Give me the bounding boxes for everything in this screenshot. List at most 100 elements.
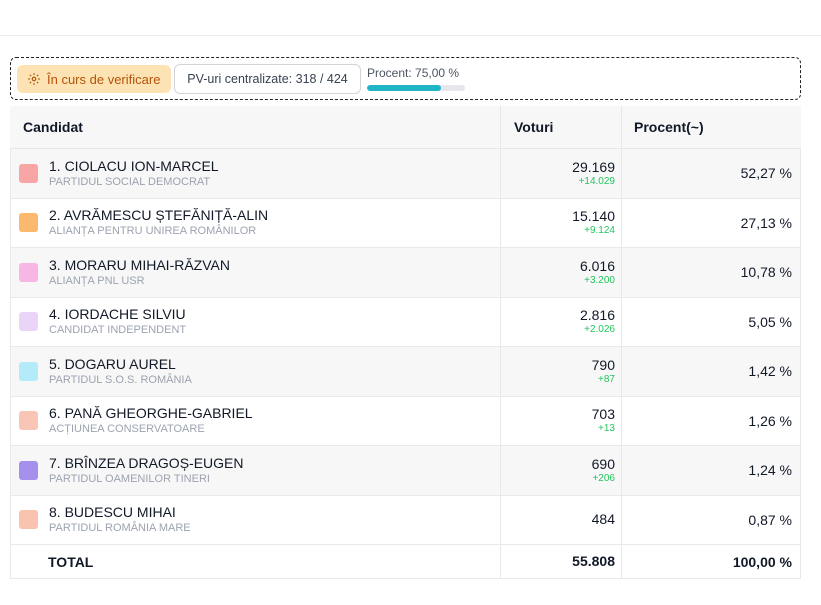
votes-delta: +13 <box>598 423 615 435</box>
total-votes-cell: 55.808 <box>500 545 621 578</box>
votes-value: 15.140 <box>572 208 615 225</box>
party-color-swatch <box>19 361 38 381</box>
percent-value: 1,42 % <box>621 347 801 396</box>
header-votes[interactable]: Voturi <box>500 106 621 148</box>
table-row: 1. CIOLACU ION-MARCEL PARTIDUL SOCIAL DEM… <box>10 149 801 199</box>
votes-cell: 15.140 +9.124 <box>500 198 621 247</box>
candidate-text: 6. PANĂ GHEORGHE-GABRIEL ACȚIUNEA CONSERV… <box>49 405 253 436</box>
votes-cell: 703 +13 <box>500 396 621 445</box>
verification-status-label: În curs de verificare <box>47 71 161 87</box>
candidate-text: 8. BUDESCU MIHAI PARTIDUL ROMÂNIA MARE <box>49 504 191 535</box>
candidate-text: 7. BRÎNZEA DRAGOȘ-EUGEN PARTIDUL OAMENILO… <box>49 455 243 486</box>
votes-cell: 6.016 +3.200 <box>500 248 621 297</box>
votes-value: 690 <box>591 455 615 472</box>
gear-icon <box>27 72 41 86</box>
percent-value: 52,27 % <box>621 149 801 198</box>
candidate-party: PARTIDUL OAMENILOR TINERI <box>49 472 210 485</box>
progress-track <box>367 85 465 91</box>
progress-indicator: Procent: 75,00 % <box>367 66 467 91</box>
percent-value: 5,05 % <box>621 297 801 346</box>
table-row: 5. DOGARU AUREL PARTIDUL S.O.S. ROMÂNIA 79… <box>10 347 801 397</box>
candidate-text: 5. DOGARU AUREL PARTIDUL S.O.S. ROMÂNIA <box>49 356 192 387</box>
candidate-party: PARTIDUL ROMÂNIA MARE <box>49 522 191 535</box>
verification-status-badge: În curs de verificare <box>17 65 171 93</box>
candidate-cell: 5. DOGARU AUREL PARTIDUL S.O.S. ROMÂNIA <box>10 347 500 396</box>
progress-label: Procent: 75,00 % <box>367 66 460 80</box>
progress-fill <box>367 85 441 91</box>
candidate-cell: 8. BUDESCU MIHAI PARTIDUL ROMÂNIA MARE <box>10 495 500 544</box>
votes-delta: +2.026 <box>584 324 615 336</box>
percent-value: 1,26 % <box>621 396 801 445</box>
header-candidate[interactable]: Candidat <box>23 119 83 135</box>
total-votes: 55.808 <box>572 553 615 569</box>
party-color-swatch <box>19 163 38 183</box>
candidate-text: 1. CIOLACU ION-MARCEL PARTIDUL SOCIAL DEM… <box>49 158 219 189</box>
votes-cell: 2.816 +2.026 <box>500 297 621 346</box>
table-row: 8. BUDESCU MIHAI PARTIDUL ROMÂNIA MARE 484… <box>10 495 801 545</box>
header-divider <box>0 35 821 36</box>
votes-value: 484 <box>591 511 615 528</box>
candidate-cell: 2. AVRĂMESCU ȘTEFĂNIȚĂ-ALIN ALIANȚA PENTR… <box>10 198 500 247</box>
party-color-swatch <box>19 213 38 233</box>
party-color-swatch <box>19 460 38 480</box>
status-bar: În curs de verificare PV-uri centralizat… <box>10 57 801 100</box>
candidate-cell: 3. MORARU MIHAI-RĂZVAN ALIANȚA PNL USR <box>10 248 500 297</box>
candidate-name: 3. MORARU MIHAI-RĂZVAN <box>49 256 230 273</box>
votes-value: 2.816 <box>579 307 615 324</box>
votes-cell: 484 <box>500 495 621 544</box>
votes-cell: 29.169 +14.029 <box>500 149 621 198</box>
party-color-swatch <box>19 312 38 332</box>
table-body: 1. CIOLACU ION-MARCEL PARTIDUL SOCIAL DEM… <box>10 149 801 545</box>
votes-delta: +206 <box>592 472 615 484</box>
percent-value: 1,24 % <box>621 446 801 495</box>
candidate-text: 4. IORDACHE SILVIU CANDIDAT INDEPENDENT <box>49 306 186 337</box>
candidate-text: 2. AVRĂMESCU ȘTEFĂNIȚĂ-ALIN ALIANȚA PENTR… <box>49 207 268 238</box>
candidate-party: ALIANȚA PENTRU UNIREA ROMÂNILOR <box>49 225 257 238</box>
table-row: 4. IORDACHE SILVIU CANDIDAT INDEPENDENT 2.… <box>10 297 801 347</box>
header-percent[interactable]: Procent(~) <box>621 106 801 148</box>
votes-delta: +87 <box>598 373 615 385</box>
candidate-cell: 7. BRÎNZEA DRAGOȘ-EUGEN PARTIDUL OAMENILO… <box>10 446 500 495</box>
percent-value: 10,78 % <box>621 248 801 297</box>
total-row: TOTAL 55.808 100,00 % <box>10 545 801 579</box>
votes-value: 790 <box>591 356 615 373</box>
table-row: 7. BRÎNZEA DRAGOȘ-EUGEN PARTIDUL OAMENILO… <box>10 446 801 496</box>
candidate-party: ALIANȚA PNL USR <box>49 274 145 287</box>
table-row: 3. MORARU MIHAI-RĂZVAN ALIANȚA PNL USR 6.0… <box>10 248 801 298</box>
candidate-cell: 6. PANĂ GHEORGHE-GABRIEL ACȚIUNEA CONSERV… <box>10 396 500 445</box>
percent-value: 0,87 % <box>621 495 801 544</box>
percent-value: 27,13 % <box>621 198 801 247</box>
votes-cell: 690 +206 <box>500 446 621 495</box>
votes-delta: +14.029 <box>578 175 615 187</box>
candidate-name: 7. BRÎNZEA DRAGOȘ-EUGEN <box>49 454 244 471</box>
party-color-swatch <box>19 411 38 431</box>
candidate-party: ACȚIUNEA CONSERVATOARE <box>49 423 205 436</box>
table-row: 2. AVRĂMESCU ȘTEFĂNIȚĂ-ALIN ALIANȚA PENTR… <box>10 198 801 248</box>
results-table: Candidat Voturi Procent(~) 1. CIOLACU IO… <box>10 106 801 579</box>
pv-counter: PV-uri centralizate: 318 / 424 <box>174 64 361 94</box>
party-color-swatch <box>19 510 38 530</box>
total-label: TOTAL <box>10 545 500 578</box>
candidate-party: CANDIDAT INDEPENDENT <box>49 324 187 337</box>
votes-cell: 790 +87 <box>500 347 621 396</box>
candidate-name: 5. DOGARU AUREL <box>49 355 176 372</box>
candidate-name: 2. AVRĂMESCU ȘTEFĂNIȚĂ-ALIN <box>49 207 269 224</box>
total-percent: 100,00 % <box>621 545 801 578</box>
candidate-name: 6. PANĂ GHEORGHE-GABRIEL <box>49 405 253 422</box>
party-color-swatch <box>19 262 38 282</box>
candidate-cell: 4. IORDACHE SILVIU CANDIDAT INDEPENDENT <box>10 297 500 346</box>
votes-value: 29.169 <box>572 158 615 175</box>
candidate-cell: 1. CIOLACU ION-MARCEL PARTIDUL SOCIAL DEM… <box>10 149 500 198</box>
candidate-name: 1. CIOLACU ION-MARCEL <box>49 157 219 174</box>
votes-value: 6.016 <box>579 257 615 274</box>
votes-delta: +3.200 <box>584 274 615 286</box>
votes-delta: +9.124 <box>584 225 615 237</box>
candidate-party: PARTIDUL S.O.S. ROMÂNIA <box>49 373 192 386</box>
table-header: Candidat Voturi Procent(~) <box>10 106 801 149</box>
votes-value: 703 <box>591 406 615 423</box>
candidate-name: 8. BUDESCU MIHAI <box>49 504 176 521</box>
candidate-name: 4. IORDACHE SILVIU <box>49 306 186 323</box>
candidate-party: PARTIDUL SOCIAL DEMOCRAT <box>49 175 211 188</box>
candidate-text: 3. MORARU MIHAI-RĂZVAN ALIANȚA PNL USR <box>49 257 230 288</box>
table-row: 6. PANĂ GHEORGHE-GABRIEL ACȚIUNEA CONSERV… <box>10 396 801 446</box>
